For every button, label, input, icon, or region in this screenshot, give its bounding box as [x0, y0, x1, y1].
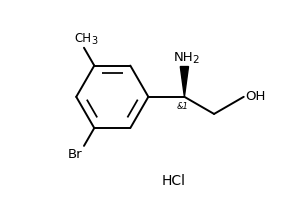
Polygon shape [180, 67, 188, 97]
Text: OH: OH [245, 90, 266, 103]
Text: HCl: HCl [162, 174, 186, 188]
Text: NH: NH [173, 51, 193, 64]
Text: Br: Br [68, 147, 82, 160]
Text: CH: CH [74, 32, 91, 45]
Text: &1: &1 [177, 102, 188, 111]
Text: 2: 2 [192, 55, 199, 65]
Text: 3: 3 [91, 36, 97, 46]
